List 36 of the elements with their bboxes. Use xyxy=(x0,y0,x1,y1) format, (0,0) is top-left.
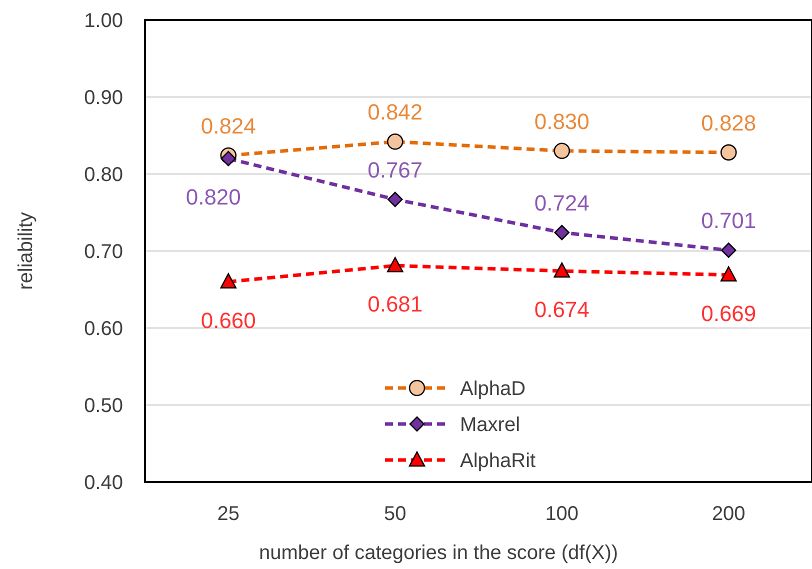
legend-label: AlphaRit xyxy=(460,450,536,472)
y-tick-label: 0.60 xyxy=(84,318,123,340)
point xyxy=(720,242,736,258)
point xyxy=(554,224,570,240)
x-tick-label: 25 xyxy=(217,503,240,525)
data-label: 0.660 xyxy=(200,308,256,333)
y-tick-label: 0.70 xyxy=(84,241,123,263)
data-label: 0.828 xyxy=(701,110,756,136)
y-tick-label: 0.40 xyxy=(84,472,123,494)
point xyxy=(387,192,403,208)
data-label: 0.820 xyxy=(186,184,241,210)
data-label: 0.824 xyxy=(200,114,256,139)
data-label: 0.674 xyxy=(534,297,590,322)
point xyxy=(554,262,570,278)
x-tick-label: 200 xyxy=(712,503,746,525)
data-label: 0.681 xyxy=(368,292,423,317)
point xyxy=(220,150,236,166)
point xyxy=(386,256,404,272)
y-tick-label: 0.80 xyxy=(84,164,123,186)
data-label: 0.669 xyxy=(701,300,756,326)
point xyxy=(720,266,737,282)
data-label: 0.724 xyxy=(534,190,590,216)
legend-label: Maxrel xyxy=(460,414,520,436)
y-tick-label: 1.00 xyxy=(84,10,123,32)
point xyxy=(220,273,237,288)
y-tick-label: 0.50 xyxy=(84,395,123,417)
y-tick-label: 0.90 xyxy=(84,87,123,109)
x-tick-label: 100 xyxy=(545,503,579,525)
legend-label: AlphaD xyxy=(460,378,526,400)
data-label: 0.767 xyxy=(368,157,423,182)
data-label: 0.701 xyxy=(701,208,756,234)
x-axis-title: number of categories in the score (df(X)) xyxy=(258,542,618,564)
x-tick-label: 50 xyxy=(384,503,406,525)
y-axis-title: reliability xyxy=(15,212,37,290)
data-label: 0.842 xyxy=(368,100,423,125)
data-label: 0.830 xyxy=(534,108,590,134)
